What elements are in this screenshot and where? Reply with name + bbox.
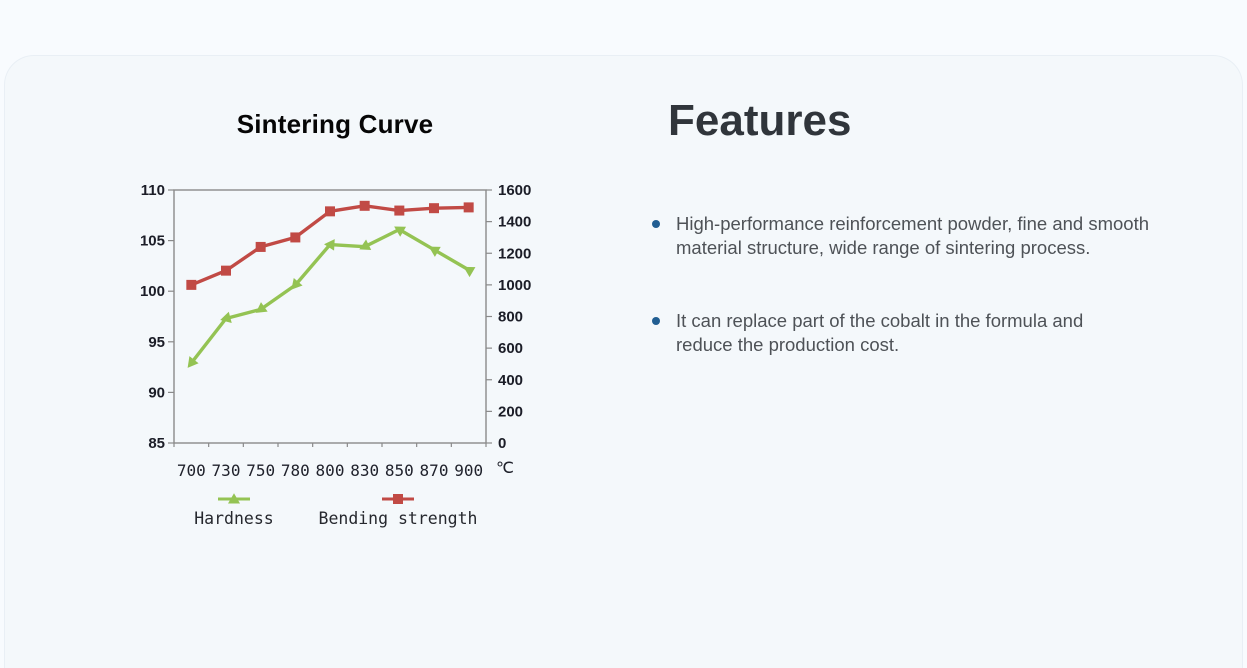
chart-title: Sintering Curve	[236, 109, 434, 139]
legend-label-hardness: Hardness	[194, 509, 274, 528]
features-title: Features	[668, 96, 852, 145]
svg-text:1600: 1600	[498, 182, 531, 199]
svg-text:110: 110	[141, 182, 165, 199]
feature-text: High-performance reinforcement powder, f…	[676, 213, 1150, 258]
svg-text:730: 730	[212, 461, 241, 480]
legend-item-bending-strength: Bending strength	[313, 492, 483, 528]
svg-text:1200: 1200	[498, 245, 531, 262]
svg-text:780: 780	[281, 461, 310, 480]
bullet-dot-icon	[652, 220, 660, 228]
svg-text:90: 90	[148, 384, 165, 401]
feature-item: It can replace part of the cobalt in the…	[648, 309, 1228, 357]
svg-text:850: 850	[385, 461, 414, 480]
svg-text:900: 900	[454, 461, 483, 480]
svg-text:800: 800	[316, 461, 345, 480]
bending-strength-line-square-marker-icon	[382, 494, 414, 504]
svg-text:800: 800	[498, 309, 523, 326]
svg-text:400: 400	[498, 372, 523, 389]
svg-text:700: 700	[177, 461, 206, 480]
svg-text:95: 95	[148, 334, 165, 351]
svg-text:1400: 1400	[498, 214, 531, 231]
svg-text:100: 100	[140, 283, 165, 300]
svg-text:℃: ℃	[496, 458, 514, 477]
feature-text: It can replace part of the cobalt in the…	[676, 310, 1084, 355]
svg-text:750: 750	[246, 461, 275, 480]
svg-text:200: 200	[498, 403, 523, 420]
svg-text:600: 600	[498, 340, 523, 357]
svg-text:1000: 1000	[498, 277, 531, 294]
bullet-dot-icon	[652, 317, 660, 325]
hardness-line-triangle-marker-icon	[218, 493, 250, 504]
content-card	[4, 55, 1243, 668]
svg-text:105: 105	[140, 233, 165, 250]
chart-legend: Hardness Bending strength	[130, 492, 550, 538]
svg-text:870: 870	[420, 461, 449, 480]
svg-text:830: 830	[350, 461, 379, 480]
svg-text:85: 85	[148, 435, 165, 452]
feature-item: High-performance reinforcement powder, f…	[648, 212, 1228, 260]
legend-label-bending-strength: Bending strength	[318, 509, 478, 528]
svg-text:0: 0	[498, 435, 506, 452]
legend-item-hardness: Hardness	[164, 492, 304, 528]
sintering-curve-chart: 85 90 95 100 105 110 0 200 400 600 800 1000 1200 1400…	[140, 182, 531, 480]
